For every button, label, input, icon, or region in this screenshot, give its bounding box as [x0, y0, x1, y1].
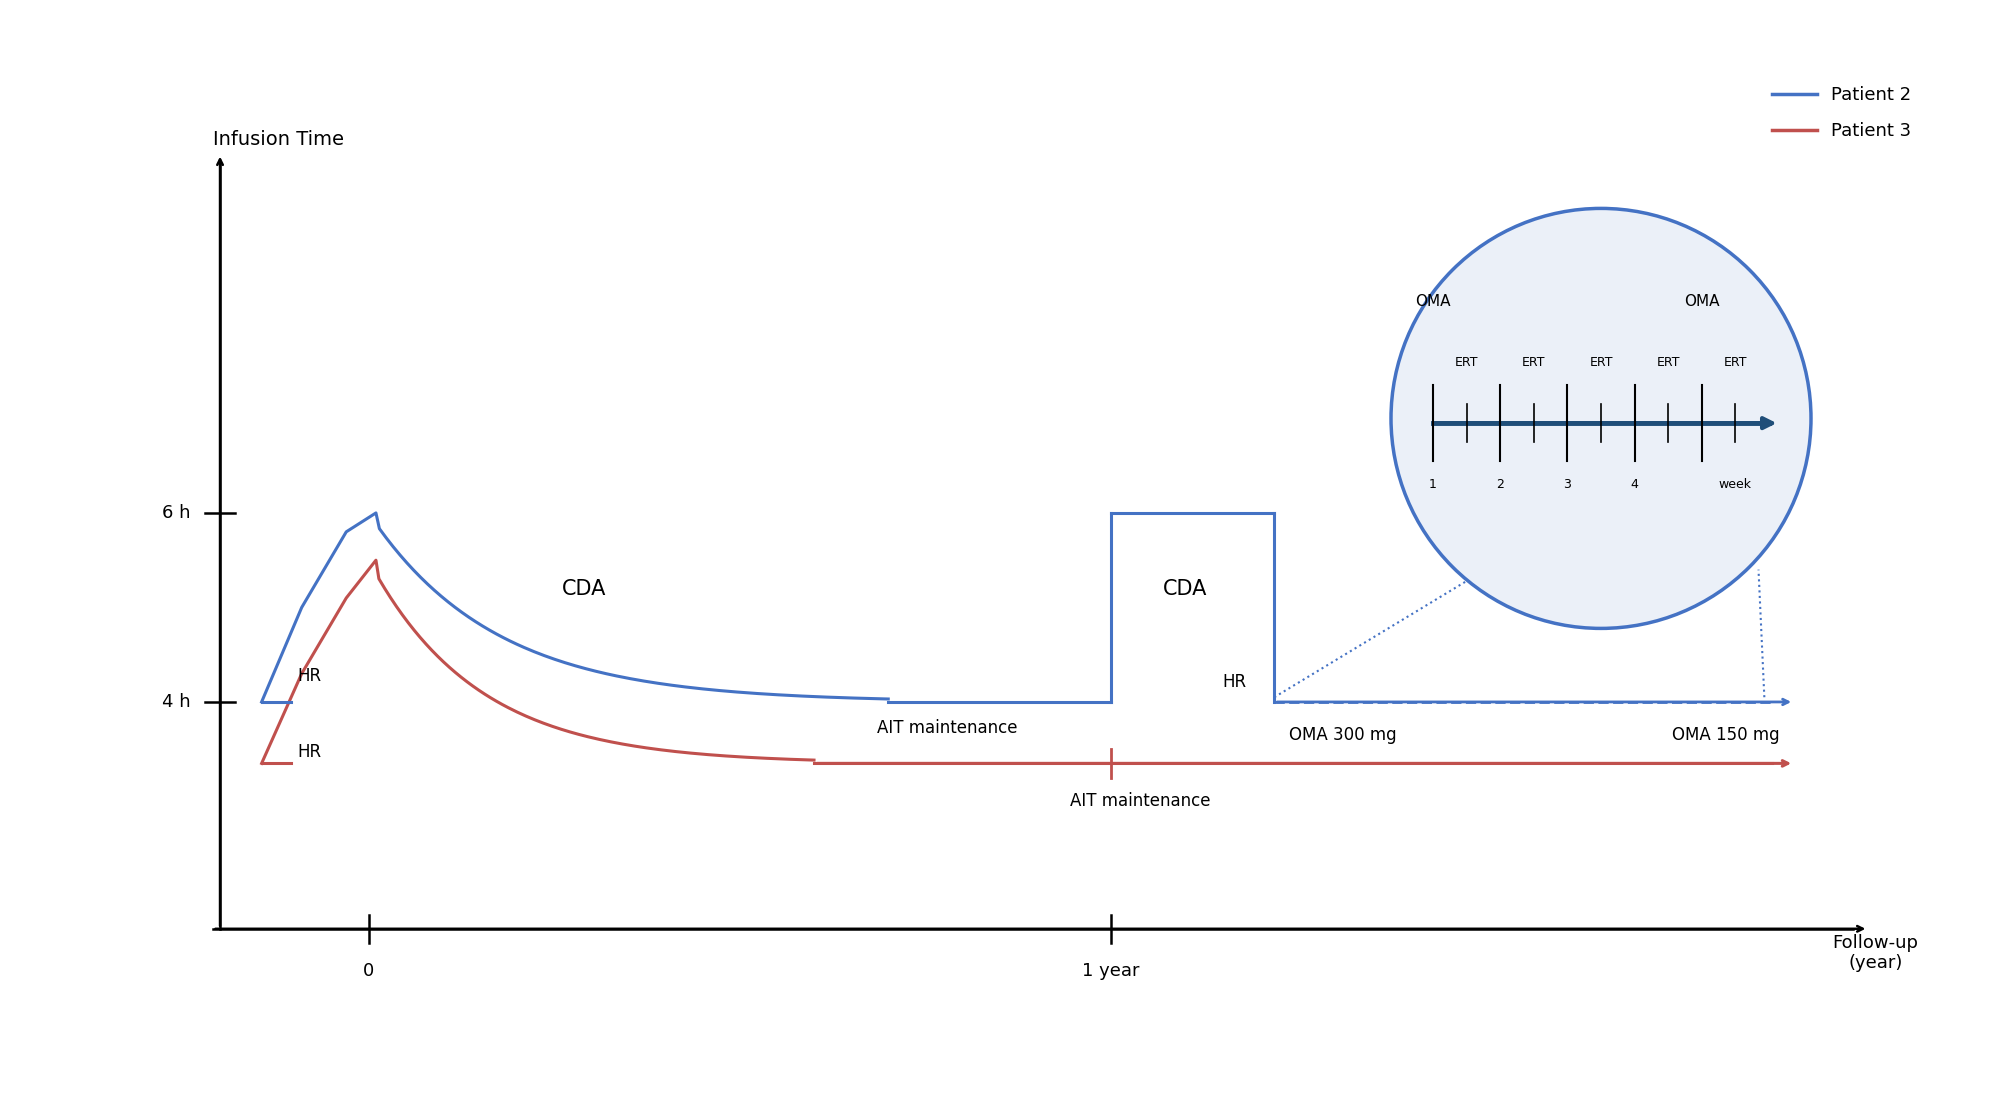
Text: Follow-up
(year): Follow-up (year)	[1832, 934, 1919, 972]
Text: 4: 4	[1630, 477, 1638, 491]
Text: 1: 1	[1429, 477, 1437, 491]
Text: OMA: OMA	[1415, 295, 1449, 309]
Text: ERT: ERT	[1588, 356, 1612, 369]
Text: week: week	[1718, 477, 1750, 491]
Text: ERT: ERT	[1521, 356, 1545, 369]
Text: AIT maintenance: AIT maintenance	[877, 719, 1018, 737]
Text: ERT: ERT	[1656, 356, 1680, 369]
Text: OMA 300 mg: OMA 300 mg	[1288, 726, 1397, 744]
Text: 0: 0	[363, 963, 373, 980]
Text: HR: HR	[1222, 672, 1246, 691]
Text: ERT: ERT	[1455, 356, 1477, 369]
Text: ERT: ERT	[1722, 356, 1746, 369]
Text: 1 year: 1 year	[1082, 963, 1140, 980]
Legend: Patient 2, Patient 3: Patient 2, Patient 3	[1764, 79, 1919, 147]
Text: AIT maintenance: AIT maintenance	[1070, 792, 1210, 810]
Text: OMA: OMA	[1684, 295, 1718, 309]
Text: 3: 3	[1563, 477, 1571, 491]
Text: HR: HR	[297, 667, 321, 685]
Text: CDA: CDA	[562, 578, 606, 599]
Text: Infusion Time: Infusion Time	[213, 130, 343, 149]
Text: 2: 2	[1495, 477, 1503, 491]
Ellipse shape	[1391, 208, 1810, 629]
Text: OMA 150 mg: OMA 150 mg	[1670, 726, 1778, 744]
Text: 6 h: 6 h	[163, 504, 191, 522]
Text: 4 h: 4 h	[163, 693, 191, 711]
Text: CDA: CDA	[1162, 578, 1206, 599]
Text: HR: HR	[297, 742, 321, 761]
